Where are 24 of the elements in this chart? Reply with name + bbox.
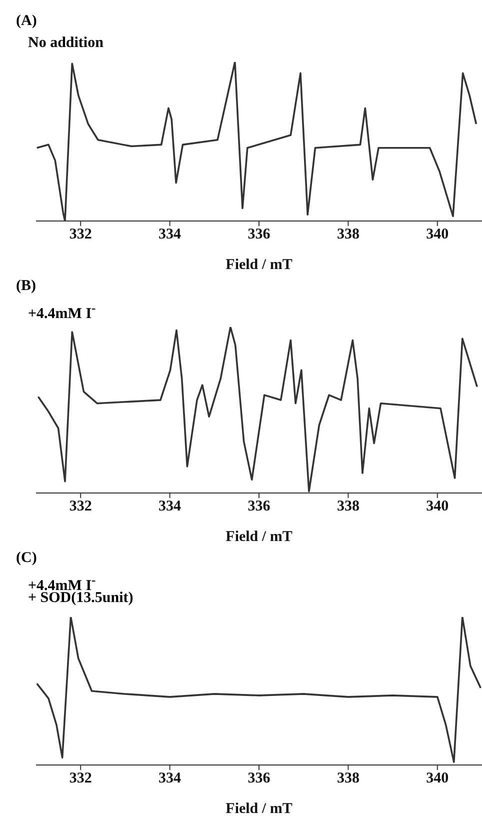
x-tick-label: 340: [426, 770, 449, 787]
chart-title: (A): [16, 12, 38, 31]
chart-subtitle: +4.4mM I$^{-}$: [28, 300, 97, 322]
x-axis-title: Field / mT: [226, 801, 292, 817]
x-tick-label: 340: [426, 226, 449, 243]
chart-title: (C): [16, 549, 38, 568]
x-axis-title: Field / mT: [226, 529, 292, 545]
x-tick-label: 336: [248, 770, 271, 787]
x-tick-label: 334: [158, 226, 182, 243]
x-tick-label: 338: [336, 770, 360, 787]
x-tick-label: 332: [69, 498, 92, 515]
chart-subtitle: +4.4mM I$^{-}$ + SOD(13.5unit): [28, 572, 134, 607]
x-tick-label: 336: [248, 226, 271, 243]
x-tick-label: 334: [158, 770, 182, 787]
x-tick-label: 334: [158, 498, 182, 515]
x-axis-title: Field / mT: [226, 257, 292, 273]
x-tick-label: 332: [69, 770, 92, 787]
x-tick-label: 336: [248, 498, 271, 515]
chart-title: (B): [16, 277, 37, 296]
x-tick-label: 332: [69, 226, 92, 243]
x-tick-label: 338: [336, 498, 360, 515]
x-tick-label: 340: [426, 498, 449, 515]
x-tick-label: 338: [336, 226, 360, 243]
chart-subtitle: No addition: [28, 34, 104, 52]
